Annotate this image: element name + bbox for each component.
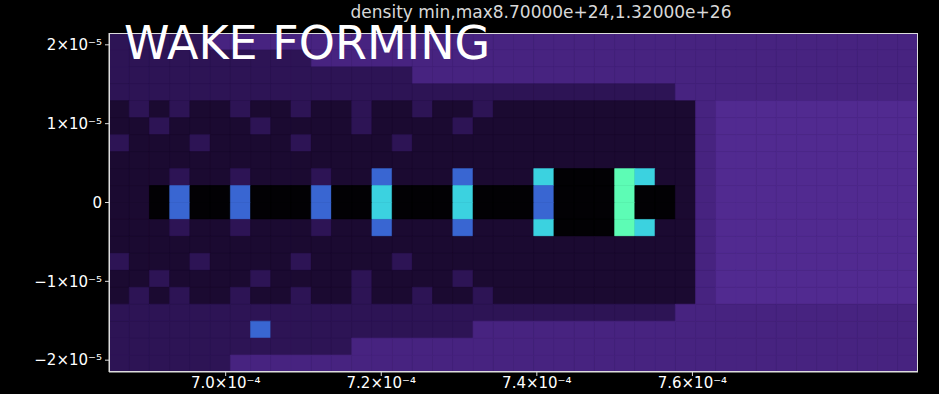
svg-text:7.6×10⁻⁴: 7.6×10⁻⁴ (658, 374, 727, 392)
svg-text:−2×10⁻⁵: −2×10⁻⁵ (34, 351, 102, 369)
html-text:density min,max8.70000e+24,1.3: density min,max8.70000e+24,1.32000e+26 (350, 2, 732, 22)
svg-text:7.4×10⁻⁴: 7.4×10⁻⁴ (502, 374, 571, 392)
svg-text:7.2×10⁻⁴: 7.2×10⁻⁴ (347, 374, 416, 392)
html-text:WAKE FORMING: WAKE FORMING (124, 16, 491, 70)
svg-text:1×10⁻⁵: 1×10⁻⁵ (47, 115, 102, 133)
svg-text:7.0×10⁻⁴: 7.0×10⁻⁴ (191, 374, 260, 392)
svg-text:2×10⁻⁵: 2×10⁻⁵ (47, 36, 102, 54)
svg-text:0: 0 (92, 194, 102, 212)
svg-text:−1×10⁻⁵: −1×10⁻⁵ (34, 273, 102, 291)
